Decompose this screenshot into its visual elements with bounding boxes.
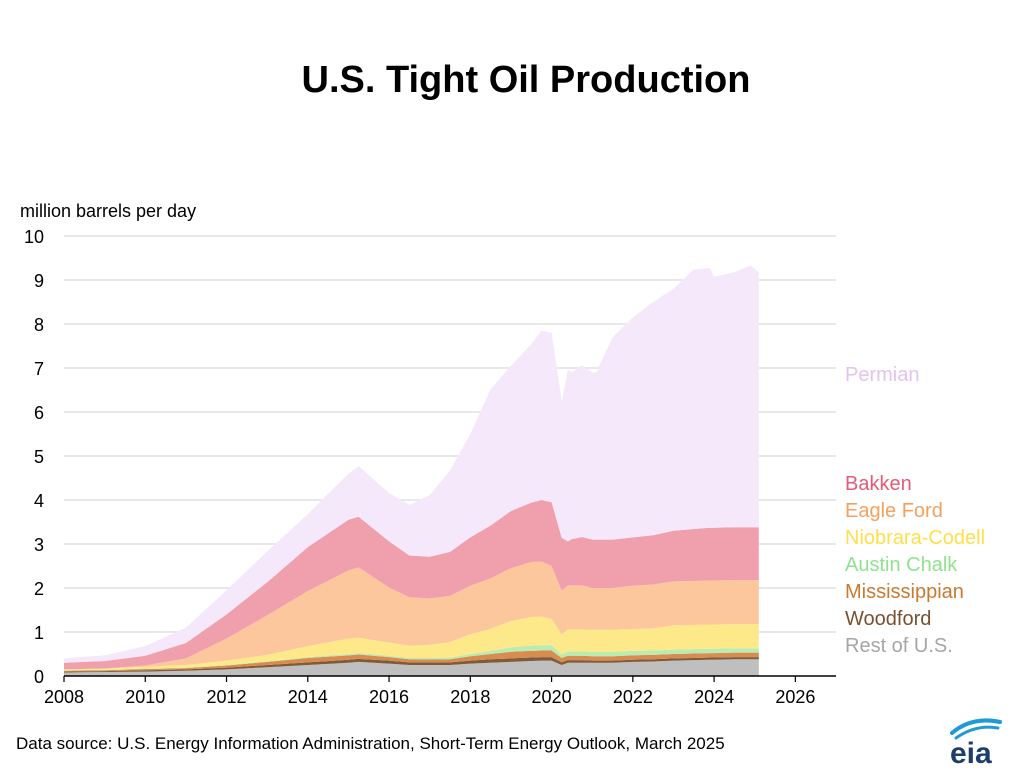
x-tick-2018: 2018: [450, 687, 490, 707]
y-tick-8: 8: [34, 315, 44, 335]
area-austin-chalk: [64, 645, 759, 671]
y-tick-9: 9: [34, 271, 44, 291]
legend-rest-of-u-s: Rest of U.S.: [845, 635, 953, 657]
y-tick-7: 7: [34, 359, 44, 379]
legend-woodford: Woodford: [845, 608, 931, 630]
y-tick-5: 5: [34, 447, 44, 467]
legend-bakken: Bakken: [845, 473, 912, 495]
y-tick-1: 1: [34, 623, 44, 643]
y-tick-labels: 0 1 2 3 4 5 6 7 8 9 10: [24, 227, 44, 687]
x-tick-2020: 2020: [532, 687, 572, 707]
x-tick-2008: 2008: [44, 687, 84, 707]
area-niobrara-codell: [64, 616, 759, 671]
legend-permian: Permian: [845, 364, 919, 386]
y-axis-unit-label: million barrels per day: [20, 201, 196, 221]
area-woodford: [64, 657, 759, 673]
legend-austin-chalk: Austin Chalk: [845, 554, 958, 576]
y-tick-6: 6: [34, 403, 44, 423]
x-tick-2014: 2014: [288, 687, 328, 707]
gridlines: [64, 235, 836, 633]
area-bakken: [64, 500, 759, 670]
area-mississippian: [64, 650, 759, 672]
x-tick-2012: 2012: [207, 687, 247, 707]
chart-title: U.S. Tight Oil Production: [302, 59, 751, 101]
y-tick-3: 3: [34, 535, 44, 555]
area-series-group: [64, 265, 759, 676]
eia-logo-text: eia: [950, 737, 992, 770]
x-tick-labels: 2008 2010 2012 2014 2016 2018 2020 2022 2024 2026: [44, 687, 815, 707]
legend-mississippian: Mississippian: [845, 581, 964, 603]
x-tick-2026: 2026: [775, 687, 815, 707]
axes: [63, 675, 836, 682]
y-tick-10: 10: [24, 227, 44, 247]
legend-niobrara-codell: Niobrara-Codell: [845, 527, 985, 549]
area-rest-of-u-s: [64, 659, 759, 676]
area-eagle-ford: [64, 561, 759, 670]
x-tick-2024: 2024: [694, 687, 734, 707]
area-permian: [64, 265, 759, 663]
x-tick-2010: 2010: [125, 687, 165, 707]
x-tick-2016: 2016: [369, 687, 409, 707]
y-tick-2: 2: [34, 579, 44, 599]
y-tick-4: 4: [34, 491, 44, 511]
legend: Rest of U.S. Woodford Mississippian Austin …: [845, 364, 985, 657]
eia-logo: eia: [950, 718, 1002, 770]
y-tick-0: 0: [34, 667, 44, 687]
x-tick-2022: 2022: [613, 687, 653, 707]
legend-eagle-ford: Eagle Ford: [845, 500, 943, 522]
data-source-note: Data source: U.S. Energy Information Adm…: [16, 734, 725, 753]
